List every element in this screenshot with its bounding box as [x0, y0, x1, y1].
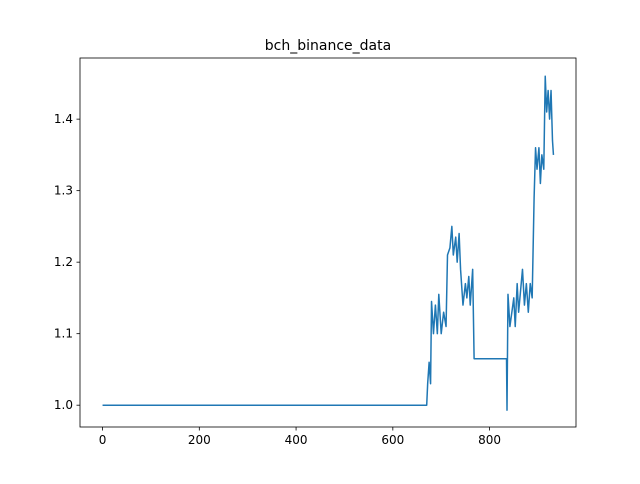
y-tick-label: 1.1	[54, 327, 73, 341]
y-tick-label: 1.4	[54, 112, 73, 126]
x-tick-label: 0	[99, 433, 107, 447]
x-tick-label: 600	[381, 433, 404, 447]
y-tick-label: 1.2	[54, 255, 73, 269]
y-tick-label: 1.0	[54, 398, 73, 412]
chart-title: bch_binance_data	[265, 38, 391, 54]
axes-frame	[79, 57, 577, 428]
x-tick-label: 400	[285, 433, 308, 447]
y-tick-label: 1.3	[54, 184, 73, 198]
x-tick-label: 800	[478, 433, 501, 447]
x-tick-label: 200	[188, 433, 211, 447]
data-line	[102, 75, 555, 411]
